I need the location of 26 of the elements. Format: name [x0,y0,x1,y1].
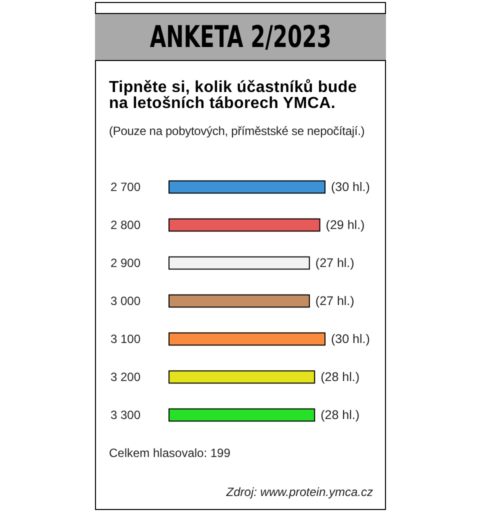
text: Celkem hlasovalo: 199 [109,446,230,460]
y-tick-label: 2 800 [110,218,141,232]
data-label: (30 hl.) [331,332,370,346]
bar [168,370,316,384]
chart-subtitle: Tipněte si, kolik účastníků bude na letošních táborech YMCA. [109,79,358,112]
bar [168,180,326,194]
text: (Pouze na pobytových, příměstské se nepočítají.) [109,124,365,138]
data-label: (30 hl.) [331,180,370,194]
data-label: (27 hl.) [315,294,354,308]
bar [168,218,320,232]
bar [168,256,310,270]
bar [168,332,326,346]
y-tick-label: 3 200 [110,370,141,384]
chart-title: ANKETA 2/2023 [150,20,332,54]
y-tick-label: 3 000 [110,294,141,308]
y-tick-label: 3 300 [110,408,141,422]
bar [168,408,316,422]
data-label: (29 hl.) [326,218,365,232]
data-label: (27 hl.) [315,256,354,270]
y-tick-label: 2 700 [110,180,141,194]
y-tick-label: 3 100 [110,332,141,346]
bar [168,294,310,308]
y-tick-label: 2 900 [110,256,141,270]
data-label: (28 hl.) [320,370,360,384]
text: Zdroj: www.protein.ymca.cz [226,485,373,499]
data-label: (28 hl.) [320,408,360,422]
